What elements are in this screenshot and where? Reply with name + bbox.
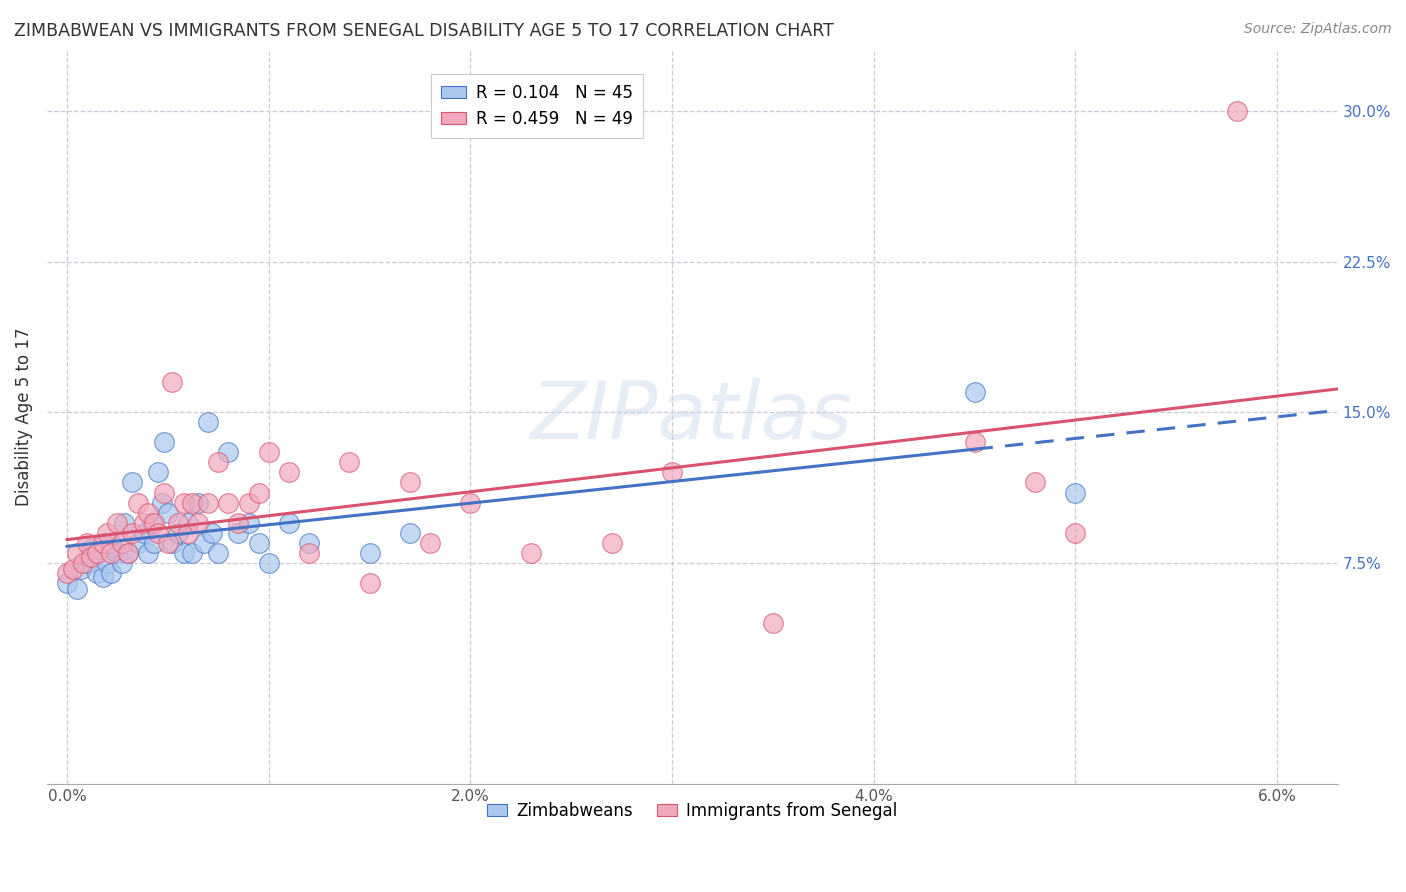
Y-axis label: Disability Age 5 to 17: Disability Age 5 to 17 (15, 328, 32, 507)
Point (173, 546, 195, 560)
Text: ZIPatlas: ZIPatlas (531, 378, 853, 456)
Point (107, 516, 129, 530)
Point (238, 495, 260, 509)
Point (217, 445, 239, 459)
Point (62, 562, 84, 576)
Point (339, 455, 361, 469)
Point (156, 535, 179, 549)
Point (80, 549, 103, 564)
Point (181, 546, 204, 560)
Point (177, 525, 200, 540)
Point (197, 415, 219, 429)
Point (100, 535, 122, 549)
Point (66, 546, 89, 560)
Point (153, 485, 176, 500)
Point (207, 455, 229, 469)
Point (1024, 475, 1046, 490)
Point (96, 525, 118, 540)
Point (520, 546, 543, 560)
Point (146, 466, 169, 480)
Point (132, 525, 155, 540)
Point (93, 570, 115, 584)
Point (1064, 485, 1087, 500)
Point (136, 506, 159, 520)
Point (257, 556, 280, 570)
Point (359, 546, 381, 560)
Point (146, 525, 169, 540)
Point (247, 485, 270, 500)
Point (228, 516, 250, 530)
Point (600, 535, 623, 549)
Point (112, 516, 135, 530)
Point (247, 535, 270, 549)
Point (117, 546, 139, 560)
Point (127, 535, 149, 549)
Point (117, 546, 139, 560)
Point (173, 495, 195, 509)
Point (201, 525, 224, 540)
Point (359, 575, 381, 590)
Point (181, 495, 204, 509)
Point (167, 516, 190, 530)
Point (142, 535, 165, 549)
Point (197, 495, 219, 509)
Point (76, 556, 98, 570)
Point (76, 535, 98, 549)
Point (56, 566, 79, 580)
Point (72, 556, 94, 570)
Point (93, 535, 115, 549)
Text: ZIMBABWEAN VS IMMIGRANTS FROM SENEGAL DISABILITY AGE 5 TO 17 CORRELATION CHART: ZIMBABWEAN VS IMMIGRANTS FROM SENEGAL DI… (14, 22, 834, 40)
Point (963, 385, 986, 400)
Point (160, 375, 183, 389)
Point (298, 546, 321, 560)
Point (187, 495, 209, 509)
Point (110, 556, 132, 570)
Point (107, 546, 129, 560)
Point (80, 541, 103, 556)
Point (160, 535, 183, 549)
Point (1226, 103, 1249, 118)
Point (100, 546, 122, 560)
Point (277, 466, 299, 480)
Point (141, 516, 163, 530)
Legend: Zimbabweans, Immigrants from Senegal: Zimbabweans, Immigrants from Senegal (481, 796, 904, 827)
Point (187, 516, 209, 530)
Point (156, 506, 179, 520)
Point (56, 575, 79, 590)
Point (193, 535, 215, 549)
Point (142, 516, 165, 530)
Point (1064, 525, 1087, 540)
Point (238, 516, 260, 530)
Point (177, 516, 200, 530)
Text: Source: ZipAtlas.com: Source: ZipAtlas.com (1244, 22, 1392, 37)
Point (150, 495, 173, 509)
Point (217, 495, 239, 509)
Point (257, 445, 280, 459)
Point (121, 475, 143, 490)
Point (963, 435, 986, 450)
Point (460, 495, 482, 509)
Point (110, 535, 132, 549)
Point (121, 525, 143, 540)
Point (100, 566, 122, 580)
Point (298, 535, 321, 549)
Point (86, 546, 108, 560)
Point (277, 516, 299, 530)
Point (661, 466, 683, 480)
Point (96, 556, 118, 570)
Point (127, 495, 149, 509)
Point (167, 525, 190, 540)
Point (136, 546, 159, 560)
Point (153, 435, 176, 450)
Point (399, 475, 422, 490)
Point (228, 525, 250, 540)
Point (762, 616, 785, 631)
Point (419, 535, 441, 549)
Point (207, 546, 229, 560)
Point (66, 582, 89, 596)
Point (70, 562, 93, 576)
Point (399, 525, 422, 540)
Point (132, 516, 155, 530)
Point (86, 566, 108, 580)
